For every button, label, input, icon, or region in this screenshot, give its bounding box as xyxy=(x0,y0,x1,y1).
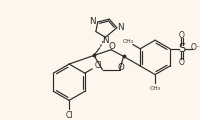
Text: O: O xyxy=(178,31,184,40)
Text: Cl: Cl xyxy=(65,111,72,120)
Text: O: O xyxy=(117,63,124,72)
Text: N: N xyxy=(116,23,123,32)
Text: CH₃: CH₃ xyxy=(122,39,133,44)
Text: N: N xyxy=(89,18,95,27)
Text: O⁻: O⁻ xyxy=(190,43,200,52)
Text: CH₃: CH₃ xyxy=(149,86,160,91)
Text: N: N xyxy=(102,36,108,45)
Text: Cl: Cl xyxy=(94,61,101,70)
Text: S: S xyxy=(177,42,184,55)
Text: O: O xyxy=(178,58,184,67)
Text: O: O xyxy=(108,42,115,51)
